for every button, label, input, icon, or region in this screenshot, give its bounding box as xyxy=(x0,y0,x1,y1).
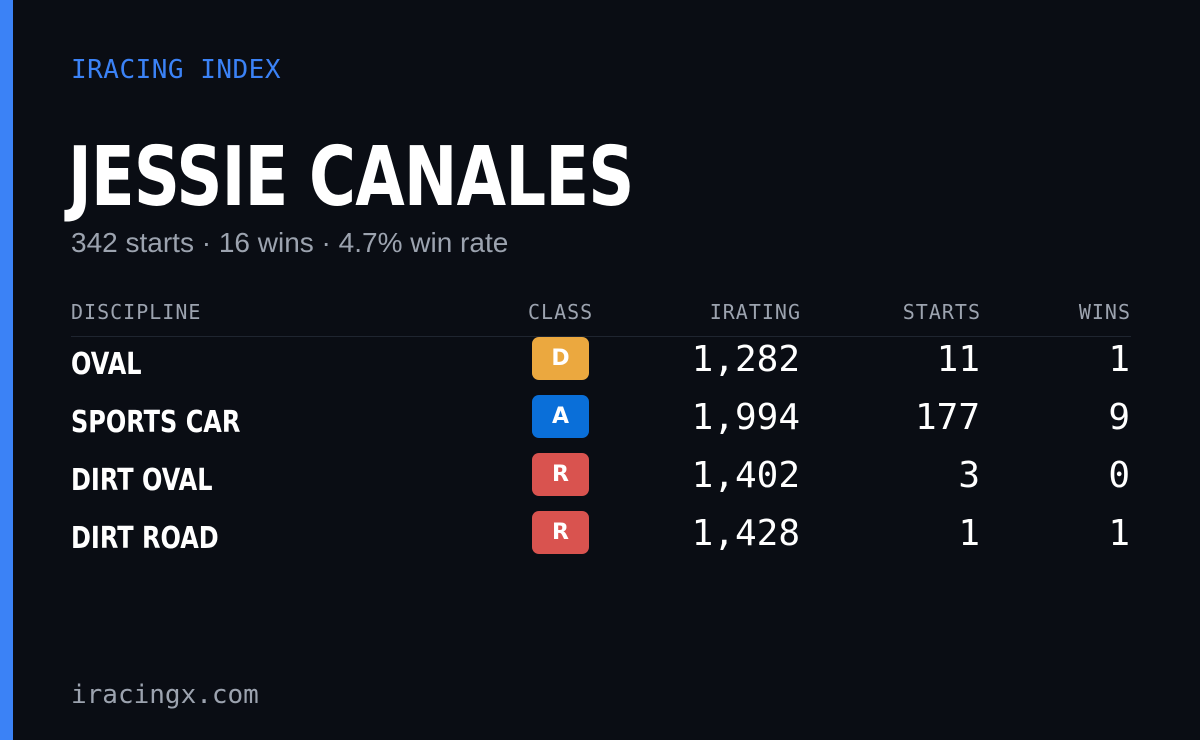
header-starts: STARTS xyxy=(902,300,981,324)
footer-url: iracingx.com xyxy=(71,680,259,710)
table-header: DISCIPLINE CLASS IRATING STARTS WINS xyxy=(71,290,1131,337)
wins-value: 1 xyxy=(1108,339,1130,380)
table-row: SPORTS CAR A 1,994 177 9 xyxy=(71,395,1131,453)
stats-table: DISCIPLINE CLASS IRATING STARTS WINS OVA… xyxy=(71,290,1131,569)
table-row: DIRT OVAL R 1,402 3 0 xyxy=(71,453,1131,511)
discipline-name: OVAL xyxy=(71,347,142,382)
starts-value: 177 xyxy=(914,397,980,438)
header-class: CLASS xyxy=(528,300,594,324)
wins-value: 9 xyxy=(1108,397,1130,438)
wins-value: 0 xyxy=(1108,455,1130,496)
table-row: OVAL D 1,282 11 1 xyxy=(71,337,1131,395)
class-badge: R xyxy=(532,453,589,496)
brand-label: IRACING INDEX xyxy=(71,55,281,85)
irating-value: 1,994 xyxy=(691,397,800,438)
discipline-name: DIRT OVAL xyxy=(71,463,213,498)
header-wins: WINS xyxy=(1078,300,1131,324)
accent-bar xyxy=(0,0,13,740)
discipline-name: DIRT ROAD xyxy=(71,521,219,556)
irating-value: 1,402 xyxy=(691,455,800,496)
class-badge: D xyxy=(532,337,589,380)
class-badge: A xyxy=(532,395,589,438)
starts-value: 3 xyxy=(958,455,980,496)
wins-value: 1 xyxy=(1108,513,1130,554)
driver-summary: 342 starts · 16 wins · 4.7% win rate xyxy=(71,227,509,258)
starts-value: 11 xyxy=(936,339,980,380)
starts-value: 1 xyxy=(958,513,980,554)
header-irating: IRATING xyxy=(709,300,801,324)
discipline-name: SPORTS CAR xyxy=(71,405,241,440)
table-row: DIRT ROAD R 1,428 1 1 xyxy=(71,511,1131,569)
header-discipline: DISCIPLINE xyxy=(71,300,202,324)
driver-name: JESSIE CANALES xyxy=(68,130,634,225)
irating-value: 1,428 xyxy=(691,513,800,554)
irating-value: 1,282 xyxy=(691,339,800,380)
class-badge: R xyxy=(532,511,589,554)
